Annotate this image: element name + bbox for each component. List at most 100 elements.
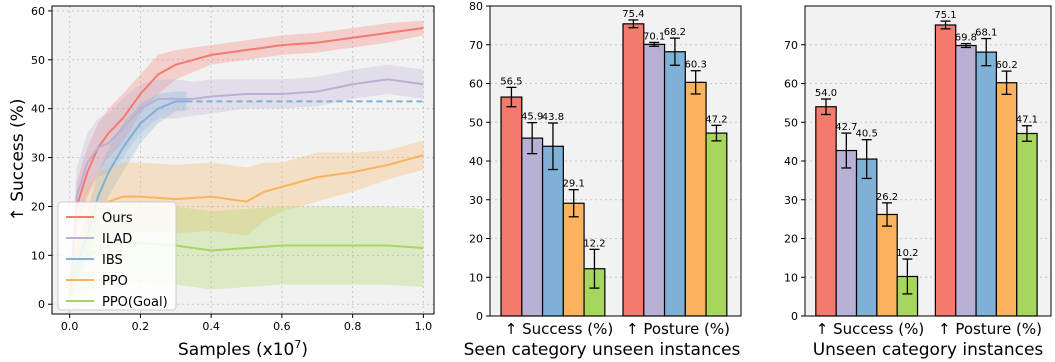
y-tick-label: 60	[31, 5, 45, 18]
bar-ours	[500, 96, 523, 317]
line-chart-y-axis-label: ↑ Success (%)	[8, 99, 28, 222]
bar-ppo	[684, 81, 707, 317]
y-tick-label: 0	[791, 310, 798, 323]
bar-ilad	[955, 44, 977, 317]
bar-ours	[622, 23, 645, 317]
y-tick-label: 0	[38, 298, 45, 311]
line-chart-grid	[52, 6, 434, 314]
y-tick-label: 30	[31, 152, 45, 165]
x-tick-label: 1.0	[415, 320, 433, 333]
bar-value-label: 69.8	[955, 33, 977, 44]
bar-ppo	[562, 202, 585, 317]
x-tick-label: 0.0	[61, 320, 79, 333]
y-tick-label: 60	[469, 78, 483, 91]
bar-chart-unseen-title: Unseen category instances	[813, 340, 1044, 360]
bar-value-label: 60.2	[995, 60, 1017, 71]
bar-value-label: 70.1	[643, 31, 665, 42]
bar-ours	[934, 24, 957, 317]
line-chart-frame	[51, 5, 435, 315]
bar-ppo	[876, 213, 898, 317]
bar-chart-unseen-ticks: 0 10 20 30 40 50 60 70	[784, 39, 805, 323]
bar-chart-unseen-panel: 54.0 42.740.5 26.2 10.2 75.1 69.868.1 60.2 47.1…	[784, 5, 1052, 360]
bar-ibs	[855, 158, 878, 317]
bar-value-label: 75.1	[934, 10, 956, 21]
y-tick-label: 50	[784, 116, 798, 129]
ilad-confidence-band	[69, 64, 424, 305]
ppo-confidence-band	[69, 140, 424, 305]
legend-label-ppo: PPO	[102, 274, 128, 289]
legend-label-ppo-goal: PPO(Goal)	[102, 295, 168, 310]
y-tick-label: 20	[784, 233, 798, 246]
y-tick-label: 40	[469, 155, 483, 168]
y-tick-label: 0	[476, 310, 483, 323]
line-chart-ticks: 0.0 0.2 0.4 0.6 0.8 1.0 0 10 20 30 40 50 60	[31, 5, 432, 333]
bar-ppo	[995, 82, 1018, 317]
y-tick-label: 20	[31, 200, 45, 213]
y-tick-label: 60	[784, 78, 798, 91]
x-axis-exponent: 7	[294, 338, 301, 351]
bar-ibs	[541, 145, 564, 317]
ours-line	[68, 27, 424, 295]
bar-value-label: 75.4	[622, 9, 644, 20]
bar-ours	[815, 106, 837, 317]
bar-value-label: 29.1	[563, 179, 585, 190]
x-tick-label: 0.2	[132, 320, 150, 333]
bar-ilad	[643, 43, 666, 317]
bar-chart-seen-group-label-success: ↑ Success (%)	[505, 320, 613, 338]
legend-label-ours: Ours	[102, 211, 133, 226]
bar-value-label: 45.9	[521, 112, 543, 123]
bar-chart-seen-group-label-posture: ↑ Posture (%)	[626, 320, 730, 338]
y-tick-label: 30	[784, 194, 798, 207]
y-tick-label: 80	[469, 0, 483, 13]
y-tick-label: 70	[469, 39, 483, 52]
bar-value-label: 47.2	[705, 114, 727, 125]
y-tick-label: 10	[31, 249, 45, 262]
bar-chart-unseen-bars: 54.0 42.740.5 26.2 10.2 75.1 69.868.1 60.2 47.1	[815, 10, 1038, 317]
y-tick-label: 40	[31, 103, 45, 116]
line-chart-legend: Ours ILAD IBS PPO PPO(Goal)	[57, 201, 177, 311]
y-tick-label: 70	[784, 39, 798, 52]
ilad-line	[68, 78, 424, 295]
bar-ppo_goal	[705, 132, 728, 317]
x-tick-label: 0.8	[344, 320, 362, 333]
line-chart-x-axis-label: Samples (x107)	[178, 338, 308, 360]
bar-value-label: 40.5	[856, 129, 878, 140]
y-tick-label: 50	[469, 116, 483, 129]
x-tick-label: 0.4	[202, 320, 220, 333]
line-chart-panel: 0.0 0.2 0.4 0.6 0.8 1.0 0 10 20 30 40 50 60 ↑ Succes…	[8, 5, 435, 360]
bar-value-label: 68.1	[975, 28, 997, 39]
y-tick-label: 10	[784, 271, 798, 284]
bar-value-label: 42.7	[835, 122, 857, 133]
bar-value-label: 56.5	[500, 76, 522, 87]
bar-chart-seen-bars: 56.5 45.943.8 29.1 12.2 75.4 70.168.2 60.3 47.2	[500, 9, 728, 317]
bar-chart-unseen-group-label-posture: ↑ Posture (%)	[938, 320, 1042, 338]
bar-value-label: 43.8	[542, 112, 564, 123]
y-tick-label: 50	[31, 54, 45, 67]
bar-value-label: 10.2	[896, 248, 918, 259]
bar-value-label: 60.3	[685, 60, 707, 71]
y-tick-label: 10	[469, 271, 483, 284]
bar-ppo_goal	[1016, 132, 1038, 317]
ibs-confidence-band	[69, 91, 187, 305]
legend-box	[57, 201, 177, 311]
y-tick-label: 40	[784, 155, 798, 168]
bar-value-label: 68.2	[664, 27, 686, 38]
legend-label-ilad: ILAD	[102, 232, 132, 247]
bar-ibs	[975, 51, 998, 317]
bar-chart-unseen-group-label-success: ↑ Success (%)	[816, 320, 924, 338]
bar-value-label: 54.0	[815, 88, 837, 99]
bar-ilad	[521, 137, 544, 317]
x-tick-label: 0.6	[273, 320, 291, 333]
bar-chart-seen-panel: 56.5 45.943.8 29.1 12.2 75.4 70.168.2 60.3 47.2…	[464, 0, 742, 360]
y-tick-label: 30	[469, 194, 483, 207]
bar-chart-seen-ticks: 0 10 20 30 40 50 60 70 80	[469, 0, 490, 323]
bar-value-label: 26.2	[876, 192, 898, 203]
bar-chart-seen-title: Seen category unseen instances	[464, 340, 741, 360]
bar-value-label: 12.2	[583, 238, 605, 249]
bar-ibs	[663, 51, 686, 317]
bar-ilad	[835, 149, 858, 317]
legend-label-ibs: IBS	[102, 253, 123, 268]
bar-value-label: 47.1	[1016, 115, 1038, 126]
ours-confidence-band	[69, 20, 424, 305]
